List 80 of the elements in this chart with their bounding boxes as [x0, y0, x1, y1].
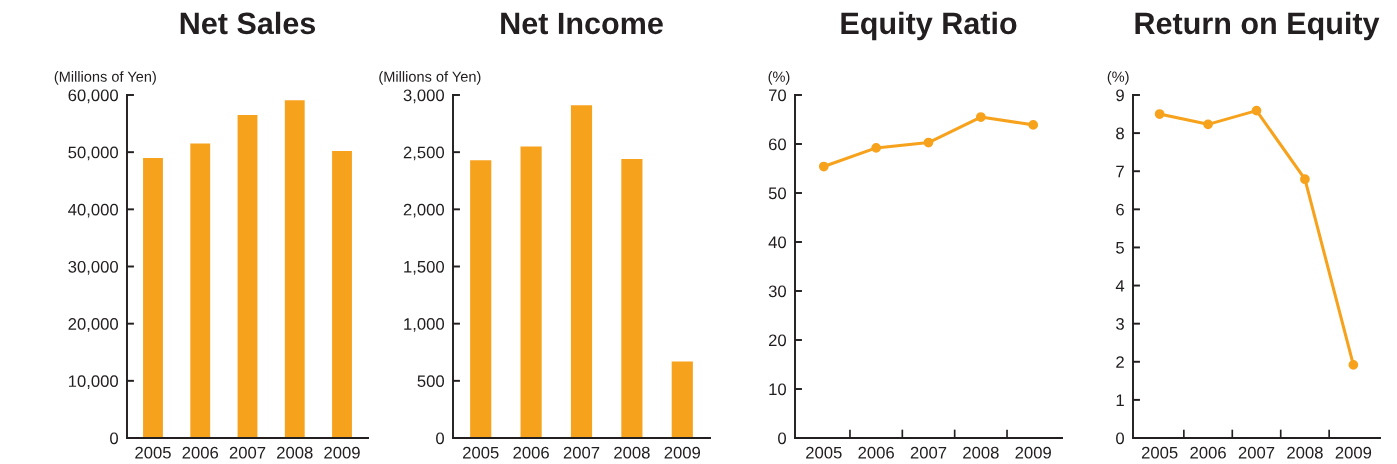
y-tick-label: 5: [1116, 242, 1124, 254]
x-tick-label: 2007: [1238, 446, 1275, 459]
point: [818, 161, 829, 172]
x-tick-label: 2009: [1015, 446, 1051, 459]
x-tick-label: 2009: [324, 446, 360, 459]
y-tick-label: 10: [769, 383, 787, 396]
x-tick-label: 2008: [963, 446, 999, 459]
y-tick-label: 40,000: [68, 203, 119, 218]
y-tick-label: 1,500: [404, 260, 445, 275]
bar: [621, 159, 643, 438]
bar: [237, 115, 258, 438]
y-tick-label: 3: [1116, 318, 1124, 330]
y-tick-label: 60,000: [68, 89, 119, 104]
x-tick-label: 2009: [664, 446, 701, 459]
chart-title: Net Income: [501, 12, 663, 35]
point: [1203, 119, 1213, 130]
y-tick-label: 60: [768, 138, 787, 151]
y-tick-label: 0: [778, 432, 787, 445]
point: [1154, 109, 1165, 119]
y-tick-label: 4: [1115, 280, 1125, 292]
y-tick-label: 2: [1116, 356, 1124, 368]
x-tick-label: 2006: [1190, 446, 1226, 459]
x-tick-label: 2006: [182, 446, 219, 459]
bar: [332, 151, 352, 438]
y-tick-label: 30,000: [68, 260, 119, 275]
y-tick-label: 7: [1116, 165, 1124, 178]
point: [1300, 174, 1310, 185]
x-tick-label: 2006: [513, 446, 549, 459]
y-tick-label: 0: [110, 432, 119, 445]
point: [1348, 359, 1359, 370]
point: [923, 137, 934, 148]
y-axis-title: (Millions of Yen): [379, 71, 481, 85]
x-tick-label: 2008: [277, 446, 313, 459]
point: [1028, 120, 1039, 130]
y-axis-title: (Millions of Yen): [54, 71, 156, 85]
chart-title: Net Sales: [180, 11, 316, 35]
y-tick-label: 10,000: [68, 375, 119, 390]
y-tick-label: 8: [1116, 127, 1124, 140]
y-tick-label: 2,500: [403, 146, 445, 161]
y-axis-title: (%): [1107, 71, 1129, 85]
bar: [671, 361, 693, 438]
x-tick-label: 2008: [614, 446, 650, 459]
y-tick-label: 30: [768, 285, 787, 298]
point: [975, 112, 986, 122]
y-tick-label: 20,000: [68, 318, 119, 332]
bar: [284, 100, 305, 438]
y-tick-label: 2,000: [403, 203, 445, 218]
x-tick-label: 2005: [1141, 446, 1178, 459]
y-tick-label: 50: [768, 187, 787, 200]
y-tick-label: 9: [1116, 89, 1124, 102]
bar: [520, 146, 542, 438]
y-tick-label: 50,000: [68, 146, 119, 161]
y-tick-label: 500: [417, 375, 445, 388]
chart-title: Equity Ratio: [841, 11, 1017, 41]
x-tick-label: 2009: [1335, 446, 1372, 459]
y-tick-label: 70: [768, 89, 787, 102]
y-tick-label: 1,000: [404, 318, 445, 332]
x-tick-label: 2008: [1287, 446, 1323, 459]
y-tick-label: 1: [1116, 394, 1124, 406]
y-tick-label: 40: [768, 236, 787, 249]
point: [1251, 105, 1262, 116]
y-tick-label: 3,000: [403, 89, 445, 104]
bar: [143, 157, 163, 438]
chart-title: Return on Equity: [1135, 11, 1380, 41]
bar: [190, 143, 211, 438]
bar: [470, 160, 492, 438]
x-tick-label: 2005: [806, 446, 842, 459]
x-tick-label: 2006: [858, 446, 894, 459]
y-tick-label: 0: [436, 432, 445, 445]
y-axis-title: (%): [768, 71, 790, 85]
x-tick-label: 2007: [229, 446, 266, 459]
point: [871, 143, 882, 153]
y-tick-label: 6: [1116, 203, 1124, 216]
x-tick-label: 2005: [463, 446, 499, 459]
x-tick-label: 2005: [135, 446, 171, 459]
x-tick-label: 2007: [563, 446, 600, 459]
bar: [570, 105, 593, 438]
y-tick-label: 20: [768, 334, 787, 347]
x-tick-label: 2007: [910, 446, 947, 459]
y-tick-label: 0: [1116, 432, 1125, 445]
